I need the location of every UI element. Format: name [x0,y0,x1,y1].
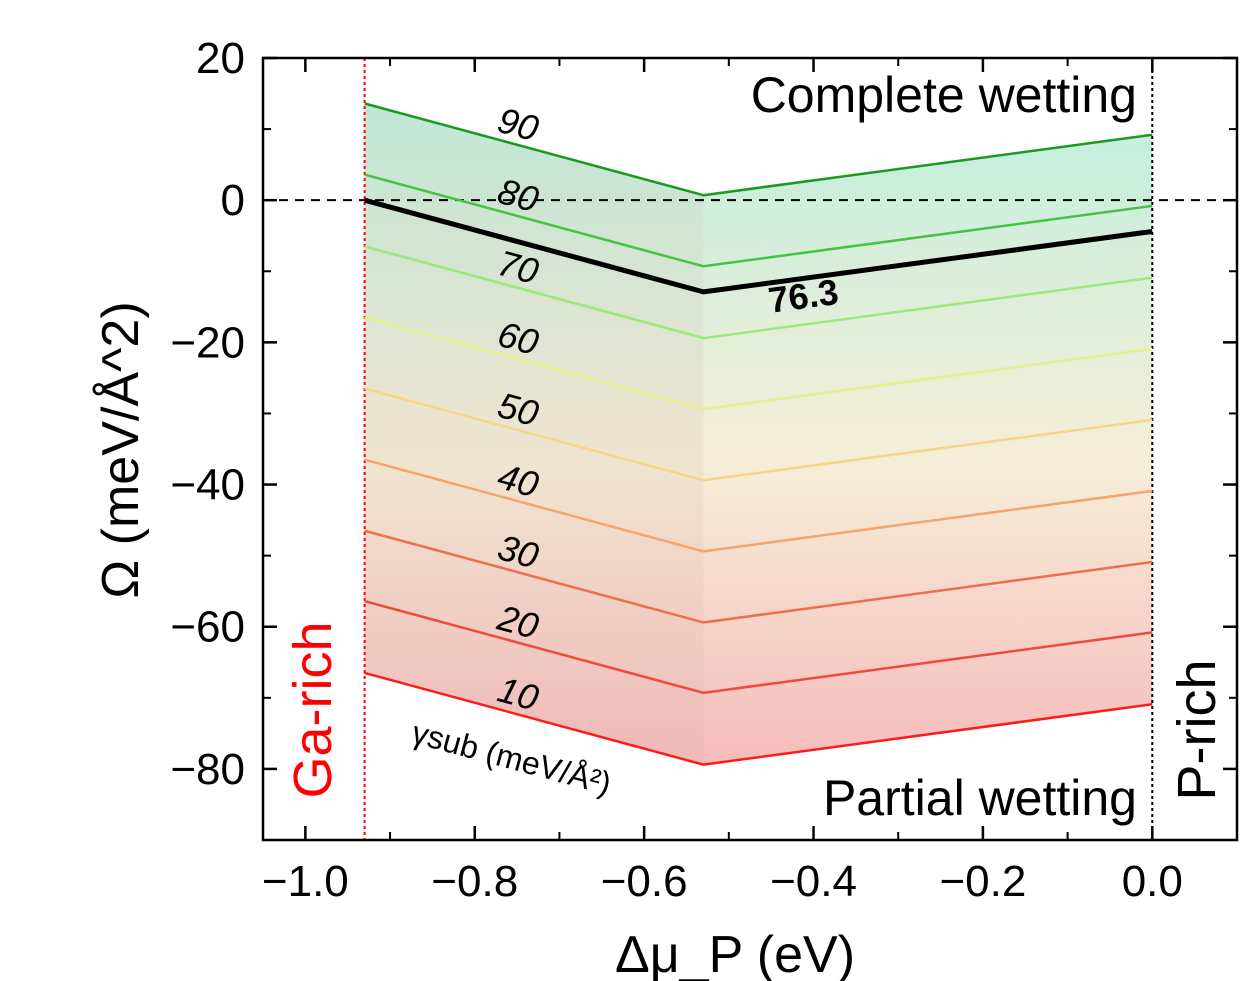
series-line-70 [364,245,1153,340]
series-line-30 [364,529,1153,624]
series-line-80 [364,173,1153,268]
series-line-60 [364,316,1153,411]
x-tick-label: −0.8 [431,857,518,906]
plot-frame [261,56,1239,842]
wetting-band-fill [364,103,1153,765]
partial-wetting-label: Partial wetting [823,770,1137,826]
series-line-20 [364,599,1153,695]
x-axis-title: Δμ_P (eV) [615,926,855,981]
p-rich-label: P-rich [1167,659,1227,800]
y-tick-label: −20 [170,318,245,367]
series-line-76-3 [363,197,1153,295]
series-line-10 [364,671,1153,766]
series-line-90 [364,102,1153,197]
y-tick-label: 0 [221,176,245,225]
series-line-50 [364,387,1153,482]
y-tick-label: 20 [196,34,245,83]
x-tick-label: −0.6 [601,857,688,906]
x-tick-label: 0.0 [1122,857,1183,906]
ga-rich-label: Ga-rich [283,621,343,798]
series-lines [363,102,1153,766]
y-axis-title: Ω (meV/Å^2) [92,301,150,598]
annotations: Complete wetting Partial wetting Ga-rich… [92,67,1227,981]
x-tick-label: −0.2 [939,857,1026,906]
axes: −1.0 −0.8 −0.6 −0.4 −0.2 0.0 20 0 −20 −40 −60 −80 [170,34,1239,906]
y-tick-label: −60 [170,603,245,652]
y-tick-label: −40 [170,461,245,510]
series-line-40 [364,458,1153,553]
x-tick-label: −1.0 [262,857,349,906]
curve-label-highlight: 76.3 [766,271,841,321]
y-tick-label: −80 [170,745,245,794]
reference-lines [263,58,1237,840]
wetting-fill-region [364,103,1153,765]
complete-wetting-label: Complete wetting [751,67,1137,123]
x-tick-label: −0.4 [770,857,857,906]
